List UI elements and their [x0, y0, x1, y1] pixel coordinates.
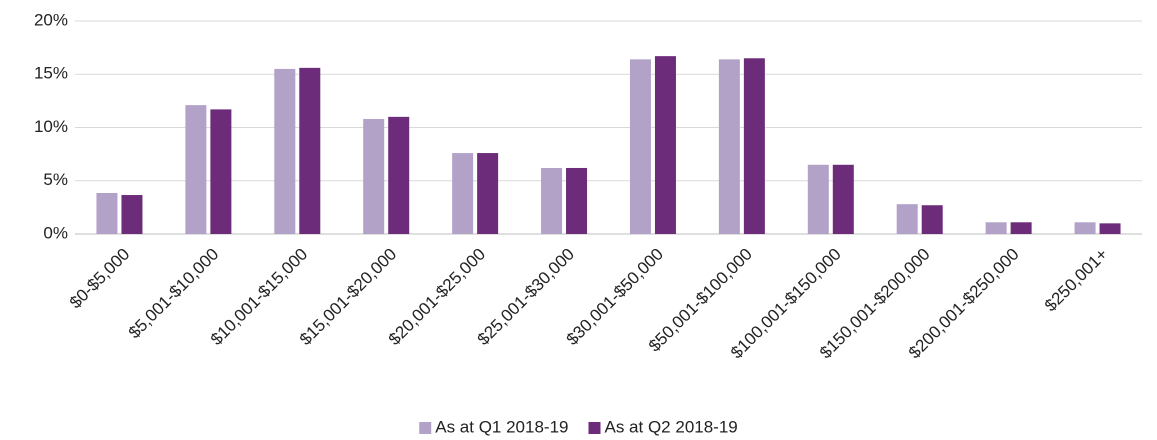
bar	[96, 192, 118, 234]
bar	[1010, 222, 1032, 234]
x-tick-label: $10,001-$15,000	[207, 245, 311, 349]
bar	[299, 67, 321, 234]
bar	[629, 59, 651, 235]
bar	[832, 164, 854, 234]
bar	[452, 153, 474, 234]
bar	[743, 58, 765, 235]
bar	[807, 164, 829, 234]
x-tick-label: $250,001+	[1041, 245, 1112, 316]
x-tick-label: $25,001-$30,000	[474, 245, 578, 349]
bar	[654, 56, 676, 234]
y-tick-label: 20%	[34, 10, 68, 29]
legend-item: As at Q2 2018-19	[588, 417, 738, 436]
bar	[274, 68, 296, 234]
legend-swatch	[588, 422, 601, 434]
bar	[388, 116, 410, 234]
x-tick-label: $30,001-$50,000	[563, 245, 667, 349]
bar	[185, 105, 207, 234]
bar	[566, 167, 588, 234]
bar	[921, 205, 943, 234]
legend-label: As at Q1 2018-19	[435, 417, 568, 436]
bar	[896, 204, 918, 234]
y-tick-label: 15%	[34, 64, 68, 83]
y-tick-label: 0%	[43, 223, 68, 242]
bar	[1099, 223, 1121, 234]
legend-item: As at Q1 2018-19	[419, 417, 569, 436]
x-tick-label: $0-$5,000	[66, 245, 134, 313]
x-tick-label: $15,001-$20,000	[296, 245, 400, 349]
x-tick-label: $20,001-$25,000	[385, 245, 489, 349]
bar	[210, 109, 232, 234]
bar	[1074, 222, 1096, 234]
x-tick-label: $5,001-$10,000	[125, 245, 223, 343]
legend-label: As at Q2 2018-19	[605, 417, 738, 436]
legend-swatch	[419, 422, 432, 434]
bar	[477, 153, 499, 234]
bar	[541, 167, 563, 234]
bar	[363, 118, 385, 234]
bar	[121, 195, 143, 234]
y-tick-label: 10%	[34, 117, 68, 136]
y-tick-label: 5%	[43, 170, 68, 189]
bar	[718, 59, 740, 235]
bar	[985, 222, 1007, 234]
